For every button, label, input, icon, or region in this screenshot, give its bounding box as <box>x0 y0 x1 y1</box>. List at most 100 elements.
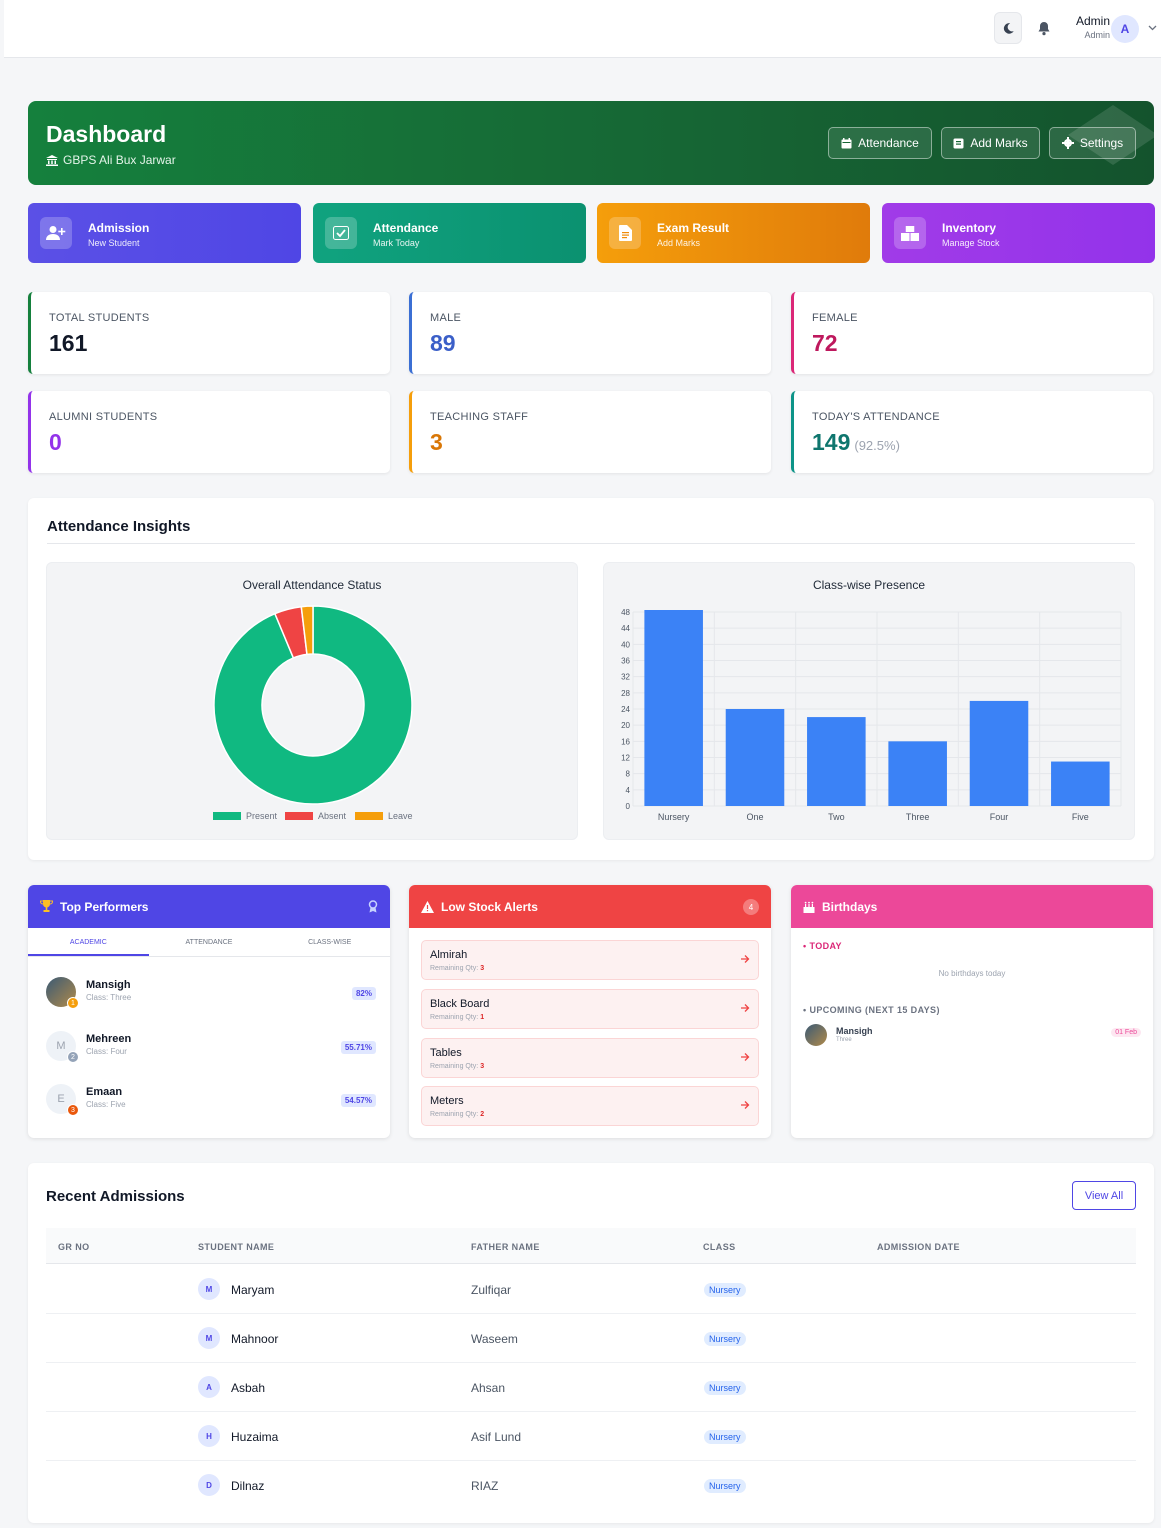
class-badge: Nursery <box>704 1430 746 1444</box>
x-tick-label: Nursery <box>658 812 690 822</box>
father-name: Zulfiqar <box>471 1283 512 1297</box>
legend-swatch-present[interactable] <box>213 812 241 820</box>
arrow-right-icon <box>741 1004 750 1012</box>
performer-name: Mansigh <box>86 979 131 991</box>
tab-class-wise[interactable]: CLASS-WISE <box>308 939 352 946</box>
stock-item[interactable]: Black Board Remaining Qty: 1 <box>421 989 759 1029</box>
column-header[interactable]: CLASS <box>703 1242 736 1252</box>
quick-card-exam-result[interactable]: Exam Result Add Marks <box>597 203 870 263</box>
class-badge: Nursery <box>704 1332 746 1346</box>
marks-icon <box>953 138 964 148</box>
legend-label-leave[interactable]: Leave <box>388 811 413 821</box>
settings-button[interactable]: Settings <box>1049 127 1136 159</box>
quick-card-attendance[interactable]: Attendance Mark Today <box>313 203 586 263</box>
legend-label-present[interactable]: Present <box>246 811 278 821</box>
dashboard-header: Dashboard GBPS Ali Bux Jarwar Attendance… <box>28 101 1154 185</box>
user-menu-toggle[interactable] <box>1145 20 1159 36</box>
user-role: Admin <box>1084 30 1110 40</box>
legend-swatch-absent[interactable] <box>285 812 313 820</box>
attendance-button[interactable]: Attendance <box>828 127 932 159</box>
stock-qty: Remaining Qty: 2 <box>430 1111 484 1118</box>
trophy-icon <box>40 900 53 912</box>
quick-card-title: Attendance <box>373 221 439 235</box>
avatar: D <box>198 1474 220 1496</box>
rank-badge: 1 <box>67 997 79 1009</box>
warning-icon <box>421 900 434 913</box>
performer-class: Class: Five <box>86 1100 126 1109</box>
card-title: Birthdays <box>822 899 878 914</box>
x-tick-label: One <box>746 812 763 822</box>
tab-academic[interactable]: ACADEMIC <box>28 928 149 956</box>
add-marks-button-label: Add Marks <box>970 136 1028 150</box>
stat-value: 89 <box>430 330 456 356</box>
stat-alumni: ALUMNI STUDENTS 0 <box>28 391 390 473</box>
avatar[interactable]: A <box>1111 15 1139 43</box>
bar-five[interactable] <box>1051 761 1110 806</box>
legend-label-absent[interactable]: Absent <box>318 811 347 821</box>
view-all-button[interactable]: View All <box>1072 1181 1136 1210</box>
y-tick-label: 36 <box>621 657 630 666</box>
donut-slice-present[interactable] <box>213 605 413 805</box>
performer-item[interactable]: E 3 Emaan Class: Five 54.57% <box>46 1082 376 1118</box>
stock-qty: Remaining Qty: 3 <box>430 965 484 972</box>
quick-card-inventory[interactable]: Inventory Manage Stock <box>882 203 1155 263</box>
top-bar: Admin Admin A <box>4 0 1161 58</box>
today-label: • TODAY <box>803 941 842 951</box>
stock-item[interactable]: Almirah Remaining Qty: 3 <box>421 940 759 980</box>
stat-percent: (92.5%) <box>854 438 900 453</box>
stock-item[interactable]: Tables Remaining Qty: 3 <box>421 1038 759 1078</box>
table-row[interactable]: H Huzaima Asif Lund Nursery <box>46 1412 1136 1461</box>
bar-three[interactable] <box>888 741 947 806</box>
stat-total-students: TOTAL STUDENTS 161 <box>28 292 390 374</box>
column-header[interactable]: ADMISSION DATE <box>877 1242 960 1252</box>
column-header[interactable]: GR NO <box>58 1242 90 1252</box>
performer-item[interactable]: M 2 Mehreen Class: Four 55.71% <box>46 1029 376 1065</box>
top-performers-card: Top Performers ACADEMIC ATTENDANCE CLASS… <box>28 885 390 1138</box>
stat-value: 149 <box>812 429 851 455</box>
y-tick-label: 44 <box>621 624 630 633</box>
divider <box>47 543 1135 544</box>
donut-slice-leave[interactable] <box>300 605 314 656</box>
qty-value: 2 <box>480 1111 485 1118</box>
table-row[interactable]: M Mahnoor Waseem Nursery <box>46 1314 1136 1363</box>
bar-nursery[interactable] <box>644 610 703 806</box>
add-marks-button[interactable]: Add Marks <box>941 127 1040 159</box>
stat-label: TEACHING STAFF <box>430 411 529 423</box>
add-user-icon <box>40 217 72 249</box>
award-icon[interactable] <box>368 900 378 913</box>
quick-card-subtitle: Manage Stock <box>942 238 1000 248</box>
table-row[interactable]: A Asbah Ahsan Nursery <box>46 1363 1136 1412</box>
user-info[interactable]: Admin Admin <box>1060 14 1110 40</box>
notifications-button[interactable] <box>1034 18 1054 38</box>
bar-one[interactable] <box>725 709 785 806</box>
stat-value-wrap: 149 (92.5%) <box>812 429 900 456</box>
bar-four[interactable] <box>969 700 1029 806</box>
stock-item[interactable]: Meters Remaining Qty: 2 <box>421 1086 759 1126</box>
table-row[interactable]: M Maryam Zulfiqar Nursery <box>46 1265 1136 1314</box>
column-header[interactable]: STUDENT NAME <box>198 1242 275 1252</box>
attendance-insights: Attendance Insights Overall Attendance S… <box>28 498 1154 860</box>
quick-card-admission[interactable]: Admission New Student <box>28 203 301 263</box>
y-tick-label: 12 <box>621 754 630 763</box>
tab-attendance[interactable]: ATTENDANCE <box>185 939 233 946</box>
stock-qty: Remaining Qty: 3 <box>430 1063 484 1070</box>
student-name: Dilnaz <box>231 1479 265 1493</box>
stat-teaching-staff: TEACHING STAFF 3 <box>409 391 771 473</box>
legend-swatch-leave[interactable] <box>355 812 383 820</box>
birthday-item[interactable]: Mansigh Three 01 Feb <box>805 1024 1141 1048</box>
birthdays-card: Birthdays • TODAY No birthdays today • U… <box>791 885 1153 1138</box>
performer-item[interactable]: 1 Mansigh Class: Three 82% <box>46 975 376 1011</box>
dark-mode-toggle[interactable] <box>994 12 1022 44</box>
stat-todays-attendance: TODAY'S ATTENDANCE 149 (92.5%) <box>791 391 1153 473</box>
document-icon <box>609 217 641 249</box>
upcoming-label: • UPCOMING (NEXT 15 DAYS) <box>803 1005 940 1015</box>
y-tick-label: 0 <box>626 802 631 811</box>
school-name: GBPS Ali Bux Jarwar <box>63 153 176 167</box>
column-header[interactable]: FATHER NAME <box>471 1242 540 1252</box>
bar-two[interactable] <box>807 717 866 806</box>
qty-label: Remaining Qty: <box>430 1111 479 1118</box>
school-name-row: GBPS Ali Bux Jarwar <box>46 153 176 167</box>
table-row[interactable]: D Dilnaz RIAZ Nursery <box>46 1461 1136 1510</box>
quick-card-subtitle: Add Marks <box>657 238 701 248</box>
